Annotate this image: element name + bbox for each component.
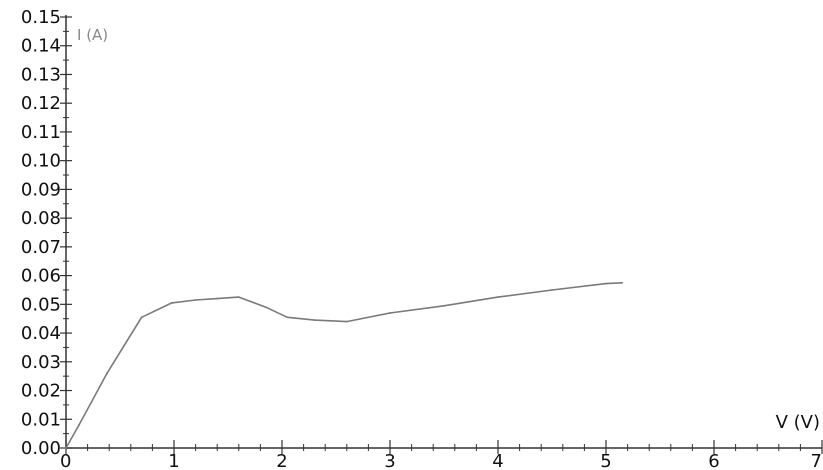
x-tick-label: 1	[168, 451, 179, 470]
x-tick-label: 3	[384, 451, 395, 470]
series-point	[313, 319, 316, 322]
series-point	[65, 447, 67, 449]
series-point	[621, 281, 624, 284]
y-tick-label: 0.13	[21, 64, 61, 85]
series-point	[551, 289, 553, 291]
series-point	[216, 297, 219, 300]
y-axis-tick-labels: 0.00 0.01 0.02 0.03 0.04 0.05 0.06 0.07 0.08 0.09…	[21, 7, 61, 459]
y-tick-label: 0.11	[21, 122, 61, 143]
y-tick-label: 0.04	[21, 323, 61, 344]
series-group	[65, 281, 624, 449]
series-point	[170, 301, 173, 304]
series-point	[78, 424, 80, 426]
y-tick-label: 0.15	[21, 7, 61, 28]
y-tick-label: 0.08	[21, 208, 61, 229]
x-tick-label: 2	[276, 451, 287, 470]
series-point	[194, 299, 197, 301]
y-tick-label: 0.03	[21, 352, 61, 373]
x-tick-label: 5	[600, 451, 611, 470]
series-point	[237, 296, 240, 299]
x-tick-label: 7	[811, 451, 822, 470]
y-axis-title: I (A)	[77, 26, 108, 44]
y-tick-label: 0.06	[21, 266, 61, 287]
x-tick-label: 0	[60, 451, 71, 470]
series-point	[106, 372, 108, 375]
y-tick-label: 0.14	[21, 36, 61, 57]
y-tick-label: 0.01	[21, 409, 61, 430]
x-axis-title: V (V)	[776, 412, 820, 433]
series-point	[286, 316, 289, 319]
x-axis-tick-labels: 0 1 2 3 4 5 6 7	[60, 451, 822, 470]
series-point	[497, 296, 499, 299]
series-point	[389, 312, 391, 314]
y-tick-label: 0.05	[21, 294, 61, 315]
y-tick-label: 0.12	[21, 93, 61, 114]
y-tick-label: 0.10	[21, 151, 61, 172]
x-tick-label: 6	[708, 451, 719, 470]
y-tick-label: 0.02	[21, 381, 61, 402]
y-tick-label: 0.00	[21, 438, 61, 459]
series-line	[65, 282, 623, 449]
series-point	[605, 282, 607, 285]
series-point	[345, 320, 348, 323]
series-point	[264, 306, 267, 309]
y-tick-label: 0.09	[21, 179, 61, 200]
series-point	[443, 304, 445, 307]
x-tick-label: 4	[492, 451, 503, 470]
y-tick-label: 0.07	[21, 237, 61, 258]
series-point	[140, 316, 143, 319]
